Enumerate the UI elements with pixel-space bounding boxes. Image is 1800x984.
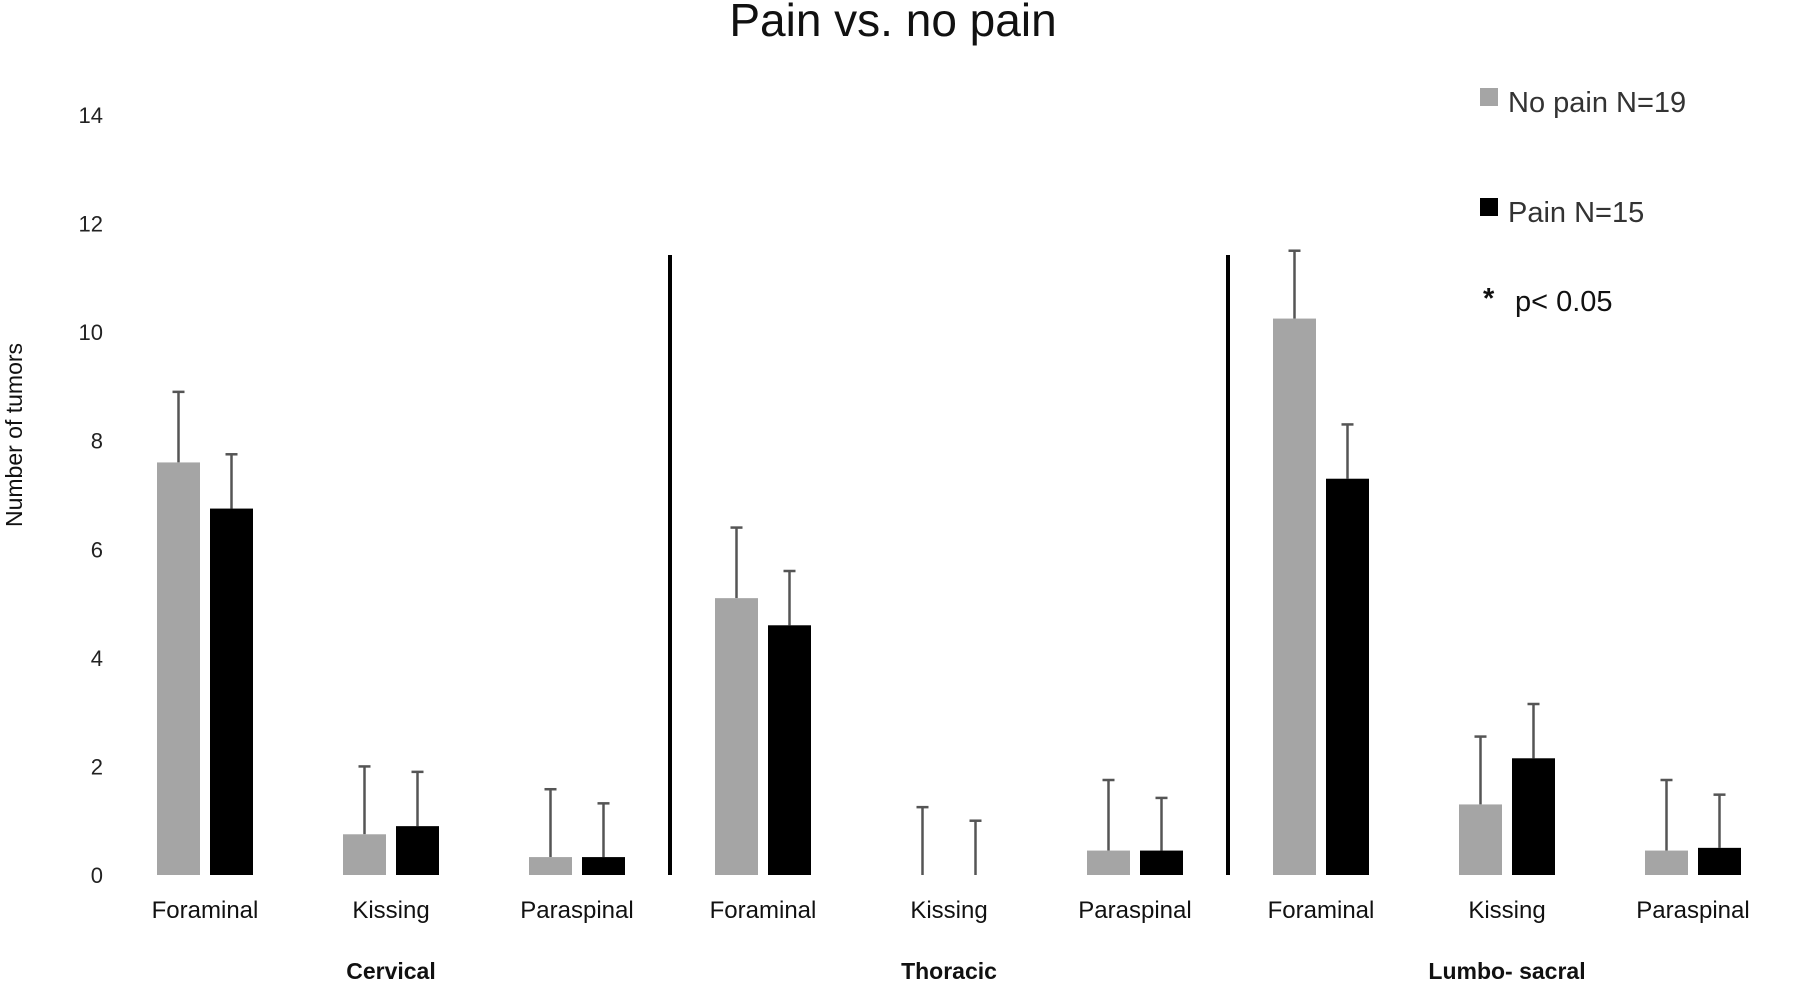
legend-swatch-pain bbox=[1480, 198, 1498, 216]
y-tick-label-14: 14 bbox=[79, 103, 103, 128]
bar-series0-cat5 bbox=[1087, 850, 1130, 875]
significance-note: * p< 0.05 bbox=[1483, 283, 1613, 318]
bar-series1-cat7 bbox=[1512, 758, 1555, 875]
bar-series0-cat3 bbox=[715, 598, 758, 875]
y-tick-label-4: 4 bbox=[91, 646, 103, 671]
chart-title: Pain vs. no pain bbox=[729, 0, 1056, 46]
x-axis-group-labels: Cervical Thoracic Lumbo- sacral bbox=[346, 958, 1585, 984]
bar-series0-cat7 bbox=[1459, 804, 1502, 875]
bar-series0-cat6 bbox=[1273, 318, 1316, 876]
x-category-label-3: Foraminal bbox=[710, 897, 817, 924]
y-tick-label-2: 2 bbox=[91, 754, 103, 779]
significance-asterisk: * bbox=[1483, 283, 1495, 315]
group-label-0: Cervical bbox=[346, 958, 436, 984]
bar-series1-cat0 bbox=[210, 508, 253, 875]
x-category-label-2: Paraspinal bbox=[520, 897, 633, 924]
bar-series1-cat6 bbox=[1326, 478, 1369, 875]
x-category-label-5: Paraspinal bbox=[1078, 897, 1191, 924]
bars bbox=[157, 318, 1741, 876]
legend: No pain N=19 Pain N=15 bbox=[1480, 87, 1686, 229]
bar-series0-cat8 bbox=[1645, 850, 1688, 875]
x-category-label-7: Kissing bbox=[1468, 897, 1545, 924]
bar-series1-cat2 bbox=[582, 857, 625, 875]
y-axis-ticks: 0 2 4 6 8 10 12 14 bbox=[79, 103, 103, 888]
group-label-1: Thoracic bbox=[901, 958, 997, 984]
bar-series1-cat1 bbox=[396, 826, 439, 875]
bar-series0-cat1 bbox=[343, 834, 386, 875]
legend-swatch-no-pain bbox=[1480, 88, 1498, 106]
x-category-label-6: Foraminal bbox=[1268, 897, 1375, 924]
legend-label-no-pain: No pain N=19 bbox=[1508, 87, 1686, 119]
x-category-label-4: Kissing bbox=[910, 897, 987, 924]
x-axis-category-labels: Foraminal Kissing Paraspinal Foraminal Kissi… bbox=[152, 897, 1750, 924]
y-tick-label-6: 6 bbox=[91, 537, 103, 562]
y-axis-title: Number of tumors bbox=[1, 343, 27, 527]
x-category-label-0: Foraminal bbox=[152, 897, 259, 924]
bar-series1-cat8 bbox=[1698, 847, 1741, 875]
bar-series0-cat2 bbox=[529, 857, 572, 875]
y-tick-label-12: 12 bbox=[79, 212, 103, 237]
y-tick-label-8: 8 bbox=[91, 429, 103, 454]
bar-series1-cat3 bbox=[768, 625, 811, 875]
x-category-label-1: Kissing bbox=[352, 897, 429, 924]
bar-series1-cat5 bbox=[1140, 850, 1183, 875]
x-category-label-8: Paraspinal bbox=[1636, 897, 1749, 924]
y-tick-label-0: 0 bbox=[91, 863, 103, 888]
bar-series0-cat0 bbox=[157, 462, 200, 875]
error-bars bbox=[172, 249, 1726, 875]
significance-text: p< 0.05 bbox=[1515, 286, 1613, 318]
y-tick-label-10: 10 bbox=[79, 320, 103, 345]
group-separators bbox=[668, 255, 1230, 875]
legend-label-pain: Pain N=15 bbox=[1508, 197, 1644, 229]
group-label-2: Lumbo- sacral bbox=[1428, 958, 1585, 984]
